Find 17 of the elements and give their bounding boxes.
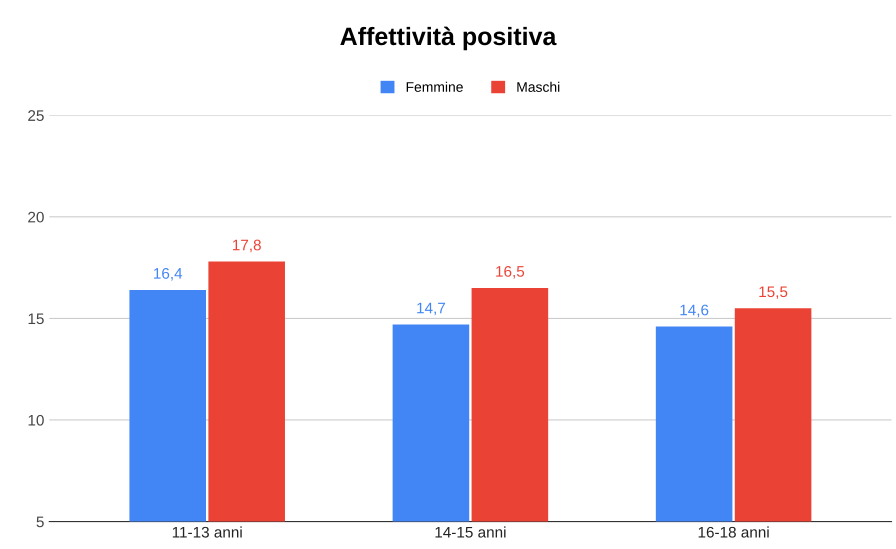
data-label: 16,5 [496, 266, 524, 279]
data-label: 17,8 [232, 240, 261, 252]
legend-label: Maschi [517, 82, 560, 92]
y-tick-label: 10 [28, 414, 44, 426]
x-tick-label: 16-18 anni [698, 526, 769, 538]
legend-label: Femmine [406, 82, 463, 92]
x-tick-label: 11-13 anni [172, 526, 242, 538]
data-label: 14,7 [417, 302, 446, 316]
y-tick-label: 5 [36, 516, 44, 528]
data-label: 15,5 [759, 286, 788, 299]
x-tick-label: 14-15 anni [435, 526, 506, 538]
y-tick-label: 15 [28, 313, 44, 324]
chart-title: Affettività positiva [340, 26, 557, 50]
data-label: 16,4 [154, 268, 182, 281]
y-tick-label: 25 [28, 110, 44, 121]
y-tick-label: 20 [28, 212, 44, 223]
data-label: 14,6 [680, 304, 708, 318]
